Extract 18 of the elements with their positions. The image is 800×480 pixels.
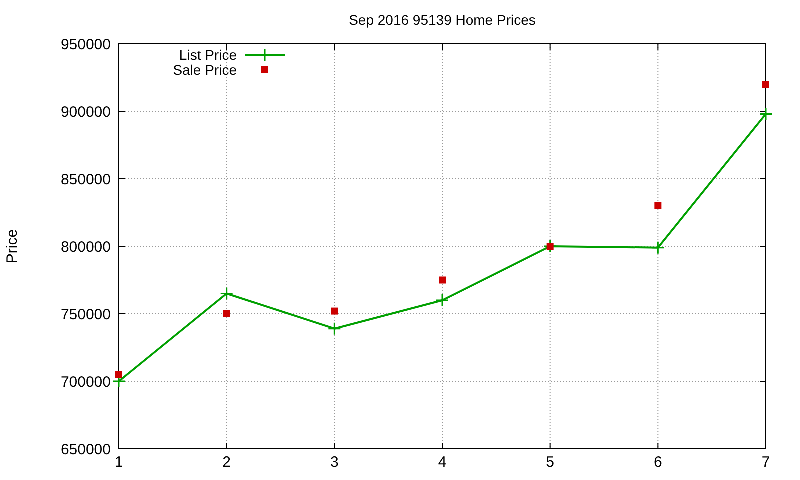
y-tick-label: 650000	[60, 441, 111, 458]
x-tick-label: 5	[546, 454, 555, 471]
y-axis-title: Price	[4, 229, 21, 264]
y-tick-label: 750000	[60, 306, 111, 324]
y-tick-label: 850000	[60, 171, 111, 188]
y-tick-label: 800000	[60, 238, 111, 256]
x-tick-label: 4	[438, 454, 447, 471]
y-tick-label: 900000	[60, 104, 111, 121]
x-tick-label: 7	[762, 454, 770, 471]
legend-label: List Price	[179, 46, 238, 63]
x-tick-label: 2	[222, 454, 232, 471]
y-tick-label: 700000	[60, 374, 111, 391]
x-tick-label: 1	[114, 454, 124, 471]
x-tick-label: 6	[654, 454, 662, 471]
chart-title: Sep 2016 95139 Home Prices	[349, 12, 536, 28]
y-tick-label: 950000	[60, 36, 111, 54]
x-tick-label: 3	[330, 454, 339, 471]
legend-label: Sale Price	[173, 62, 238, 78]
